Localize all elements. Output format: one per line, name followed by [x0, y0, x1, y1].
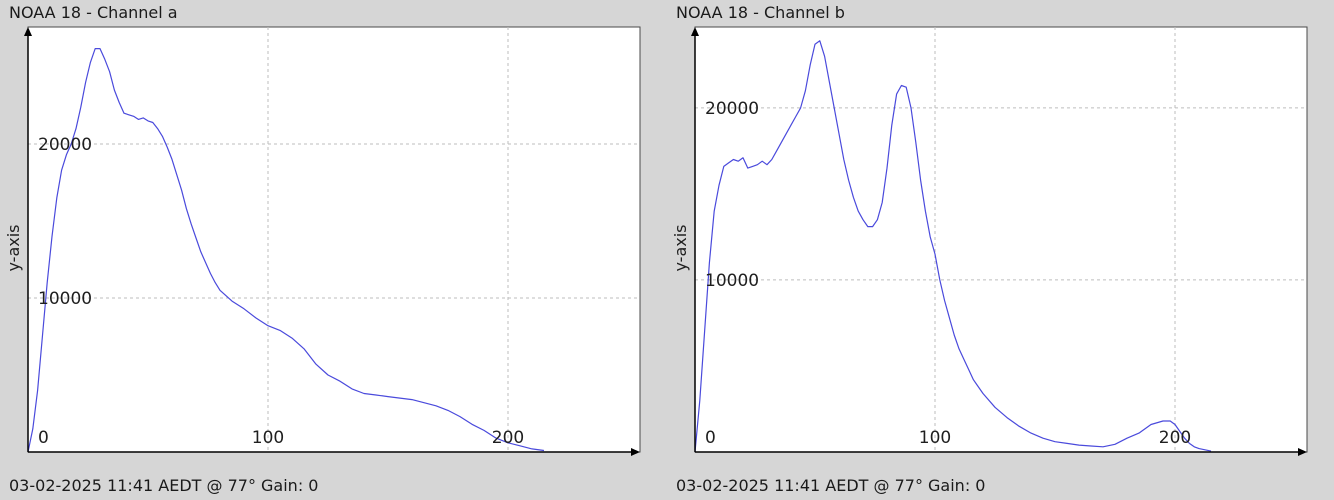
x-tick-label: 200 — [492, 428, 524, 448]
x-axis-arrow — [631, 448, 640, 456]
y-tick-label: 20000 — [38, 135, 92, 155]
plot-area: 0 100 200 10000 20000 y-axis — [4, 26, 641, 456]
x-tick-label: 100 — [252, 428, 284, 448]
plot-area: 0 100 200 10000 20000 y-axis — [671, 26, 1308, 456]
y-axis-label: y-axis — [4, 224, 23, 271]
y-axis-arrow — [24, 27, 32, 36]
chart-title: NOAA 18 - Channel b — [676, 3, 845, 22]
x-axis-arrow — [1298, 448, 1307, 456]
y-tick-label: 10000 — [705, 271, 759, 291]
y-axis-label: y-axis — [671, 224, 690, 271]
y-tick-label: 20000 — [705, 99, 759, 119]
chart-footer: 03-02-2025 11:41 AEDT @ 77° Gain: 0 — [676, 476, 986, 495]
x-tick-label: 0 — [705, 428, 716, 448]
x-tick-label: 200 — [1159, 428, 1191, 448]
y-tick-label: 10000 — [38, 289, 92, 309]
plot-background — [694, 26, 1308, 453]
x-tick-label: 0 — [38, 428, 49, 448]
chart-panel-a: NOAA 18 - Channel a 0 100 200 10000 20000 y-a… — [4, 3, 641, 495]
x-tick-label: 100 — [919, 428, 951, 448]
y-axis-arrow — [691, 27, 699, 36]
chart-footer: 03-02-2025 11:41 AEDT @ 77° Gain: 0 — [9, 476, 319, 495]
chart-panel-b: NOAA 18 - Channel b 0 100 200 10000 20000 y-a… — [667, 0, 1334, 500]
plot-background — [27, 26, 641, 453]
series-line — [694, 40, 1212, 453]
series-line — [27, 47, 545, 453]
chart-title: NOAA 18 - Channel a — [9, 3, 178, 22]
